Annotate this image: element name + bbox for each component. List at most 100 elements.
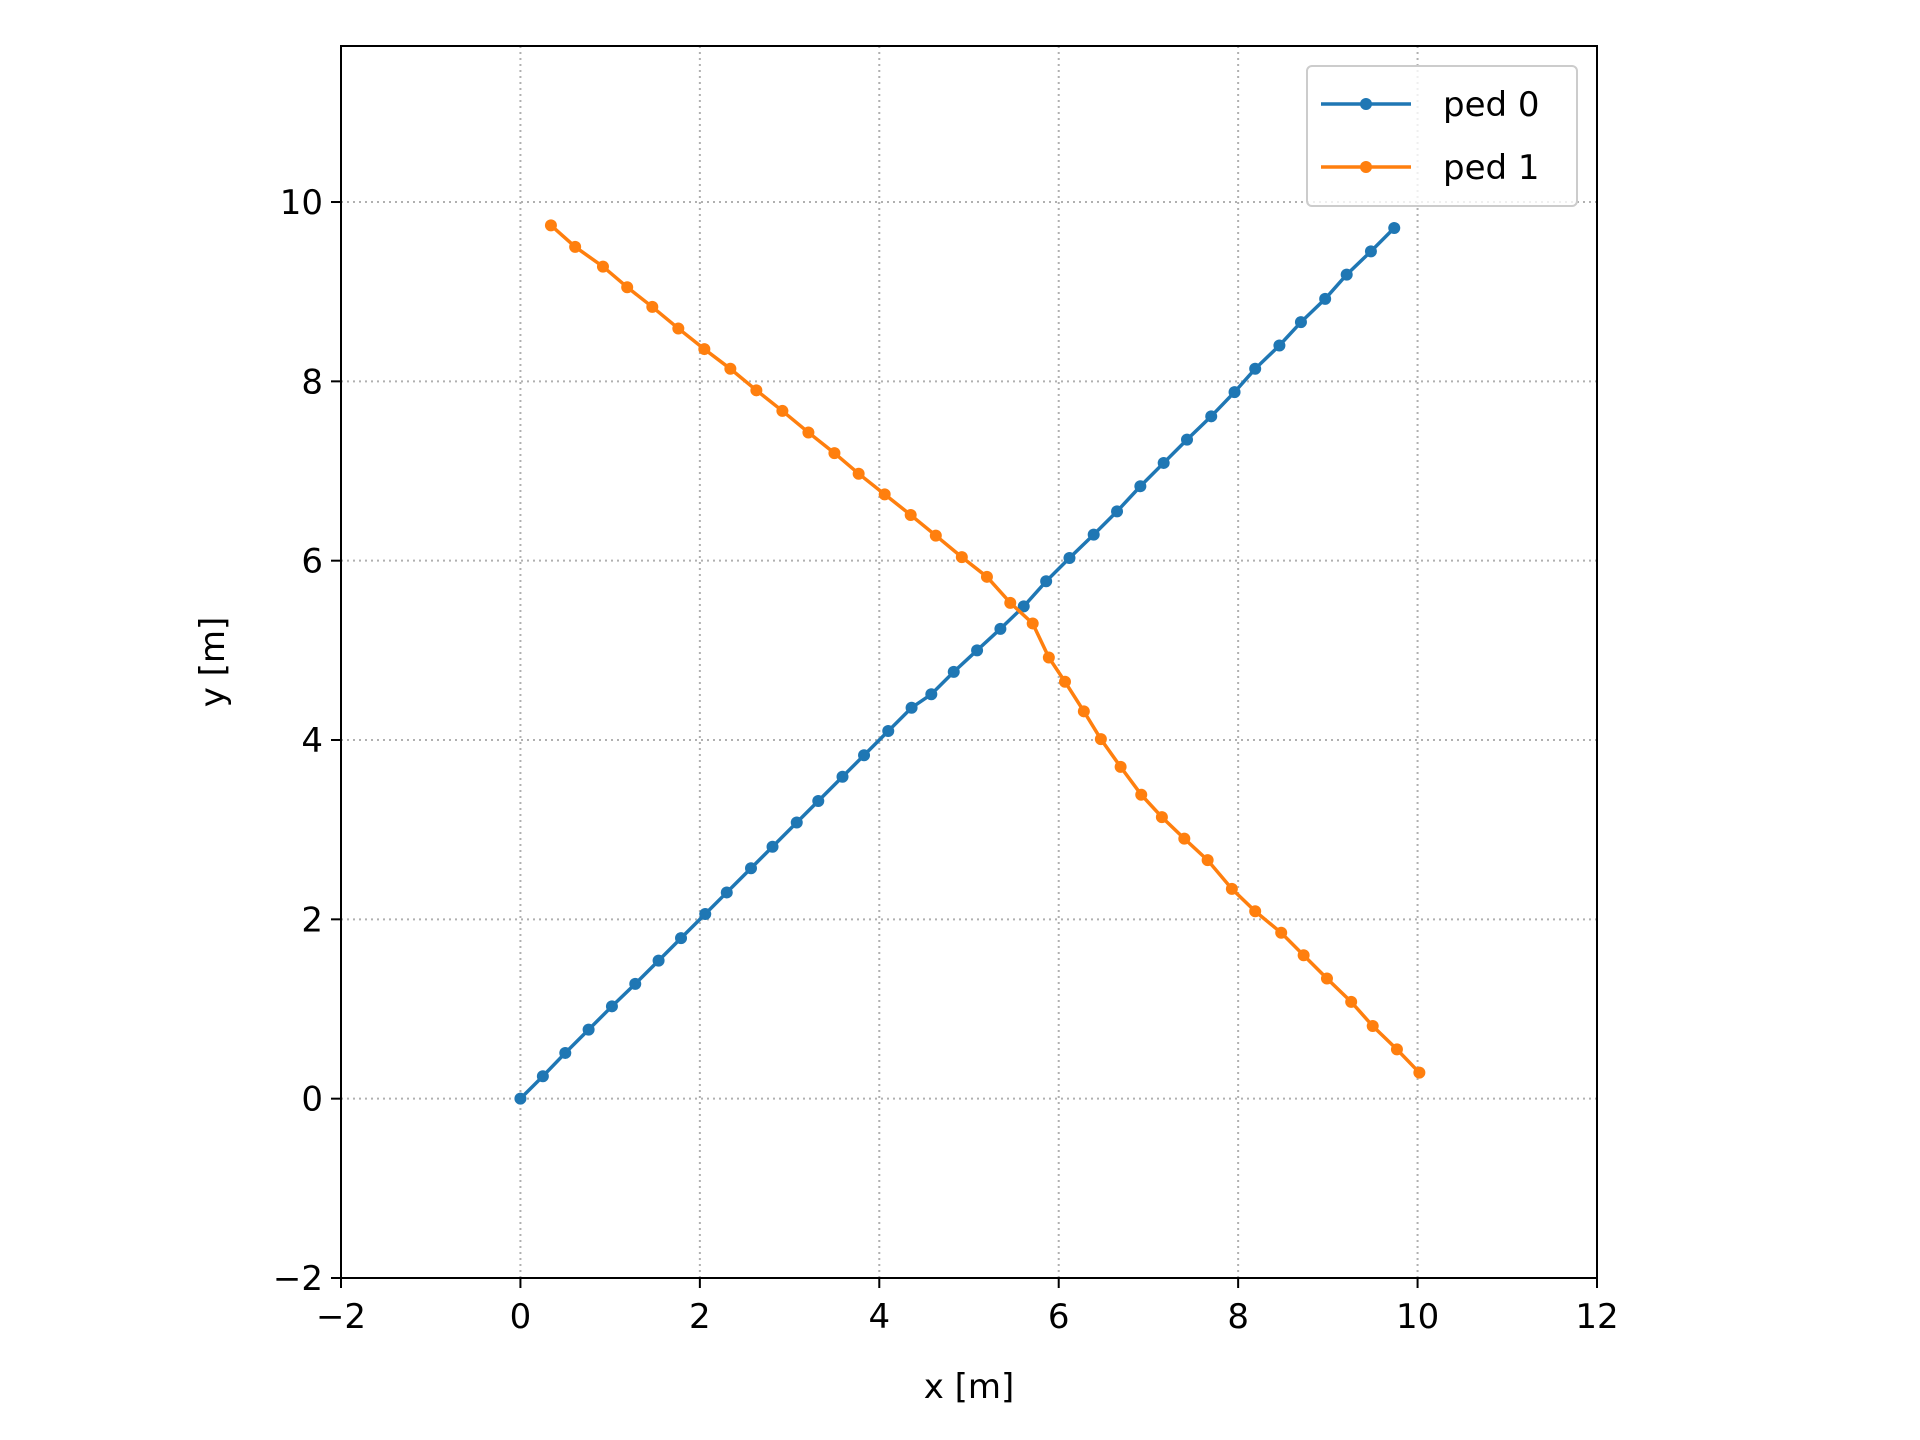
x-tick-label: 12 <box>1575 1297 1618 1337</box>
series-marker <box>812 794 825 807</box>
series-marker <box>1249 362 1262 375</box>
series-marker <box>776 404 789 417</box>
series-marker <box>929 529 942 542</box>
series-marker <box>904 508 917 521</box>
series-marker <box>1275 926 1288 939</box>
y-tick-label: 6 <box>301 542 323 582</box>
series-marker <box>852 467 865 480</box>
series-marker <box>1017 600 1030 613</box>
series-marker <box>675 932 688 945</box>
x-tick-label: 2 <box>689 1297 711 1337</box>
series-marker <box>858 749 871 762</box>
series-marker <box>1087 528 1100 541</box>
series-marker <box>1364 245 1377 258</box>
series-marker <box>802 426 815 439</box>
series-marker <box>652 954 665 967</box>
plot-frame <box>340 45 1598 1279</box>
series-marker <box>646 300 659 313</box>
series-marker <box>971 644 984 657</box>
x-tick-label: −2 <box>316 1297 366 1337</box>
series-marker <box>1004 596 1017 609</box>
series-marker <box>582 1023 595 1036</box>
series-marker <box>514 1092 527 1105</box>
series-marker <box>1155 811 1168 824</box>
y-axis-label: y [m] <box>193 617 233 708</box>
legend-box <box>1306 65 1578 207</box>
series-marker <box>1114 760 1127 773</box>
series-marker <box>1178 832 1191 845</box>
series-marker <box>1228 386 1241 399</box>
series-marker <box>878 488 891 501</box>
series-marker <box>828 447 841 460</box>
y-tick-label: 4 <box>301 721 323 761</box>
series-marker <box>1058 675 1071 688</box>
series-marker <box>1181 433 1194 446</box>
series-marker <box>1042 651 1055 664</box>
series-marker <box>1135 788 1148 801</box>
series-marker <box>905 701 918 714</box>
series-marker <box>1225 882 1238 895</box>
series-marker <box>1201 854 1214 867</box>
series-marker <box>621 281 634 294</box>
series-marker <box>980 570 993 583</box>
legend-label: ped 1 <box>1443 148 1540 188</box>
y-tick-label: 10 <box>280 183 323 223</box>
series-marker <box>925 688 938 701</box>
series-marker <box>766 840 779 853</box>
series-marker <box>1157 456 1170 469</box>
series-marker <box>672 322 685 335</box>
series-marker <box>720 886 733 899</box>
series-marker <box>882 725 895 738</box>
y-tick-label: 2 <box>301 900 323 940</box>
series-marker <box>569 240 582 253</box>
x-tick-label: 10 <box>1396 1297 1439 1337</box>
y-tick-label: 0 <box>301 1080 323 1120</box>
series-marker <box>1063 551 1076 564</box>
series-marker <box>629 977 642 990</box>
series-marker <box>1273 339 1286 352</box>
series-marker <box>544 219 557 232</box>
series-marker <box>744 862 757 875</box>
series-marker <box>1026 617 1039 630</box>
series-marker <box>1094 733 1107 746</box>
series-marker <box>596 260 609 273</box>
x-tick-label: 4 <box>868 1297 890 1337</box>
series-marker <box>994 622 1007 635</box>
series-marker <box>1320 972 1333 985</box>
series-marker <box>536 1070 549 1083</box>
series-marker <box>559 1046 572 1059</box>
series-marker <box>1205 410 1218 423</box>
series-marker <box>1340 268 1353 281</box>
series-marker <box>699 907 712 920</box>
x-tick-label: 6 <box>1048 1297 1070 1337</box>
x-tick-label: 0 <box>510 1297 532 1337</box>
series-line <box>519 226 1396 1100</box>
series-marker <box>1388 222 1401 235</box>
series-marker <box>1345 995 1358 1008</box>
series-marker <box>1040 575 1053 588</box>
series-marker <box>1249 905 1262 918</box>
series-marker <box>1297 949 1310 962</box>
series-marker <box>1319 292 1332 305</box>
series-marker <box>1390 1043 1403 1056</box>
series-marker <box>1413 1066 1426 1079</box>
series-marker <box>955 551 968 564</box>
series-marker <box>1294 316 1307 329</box>
y-tick-label: −2 <box>273 1259 323 1299</box>
x-axis-label: x [m] <box>924 1367 1015 1407</box>
series-marker <box>1077 705 1090 718</box>
series-marker <box>698 343 711 356</box>
series-marker <box>750 384 763 397</box>
series-marker <box>790 816 803 829</box>
series-line <box>549 224 1421 1074</box>
legend-marker <box>1360 98 1372 110</box>
series-marker <box>1134 480 1147 493</box>
series-marker <box>724 362 737 375</box>
y-tick-label: 8 <box>301 362 323 402</box>
series-marker <box>836 770 849 783</box>
series-marker <box>1366 1020 1379 1033</box>
legend-marker <box>1360 161 1372 173</box>
series-marker <box>1111 505 1124 518</box>
